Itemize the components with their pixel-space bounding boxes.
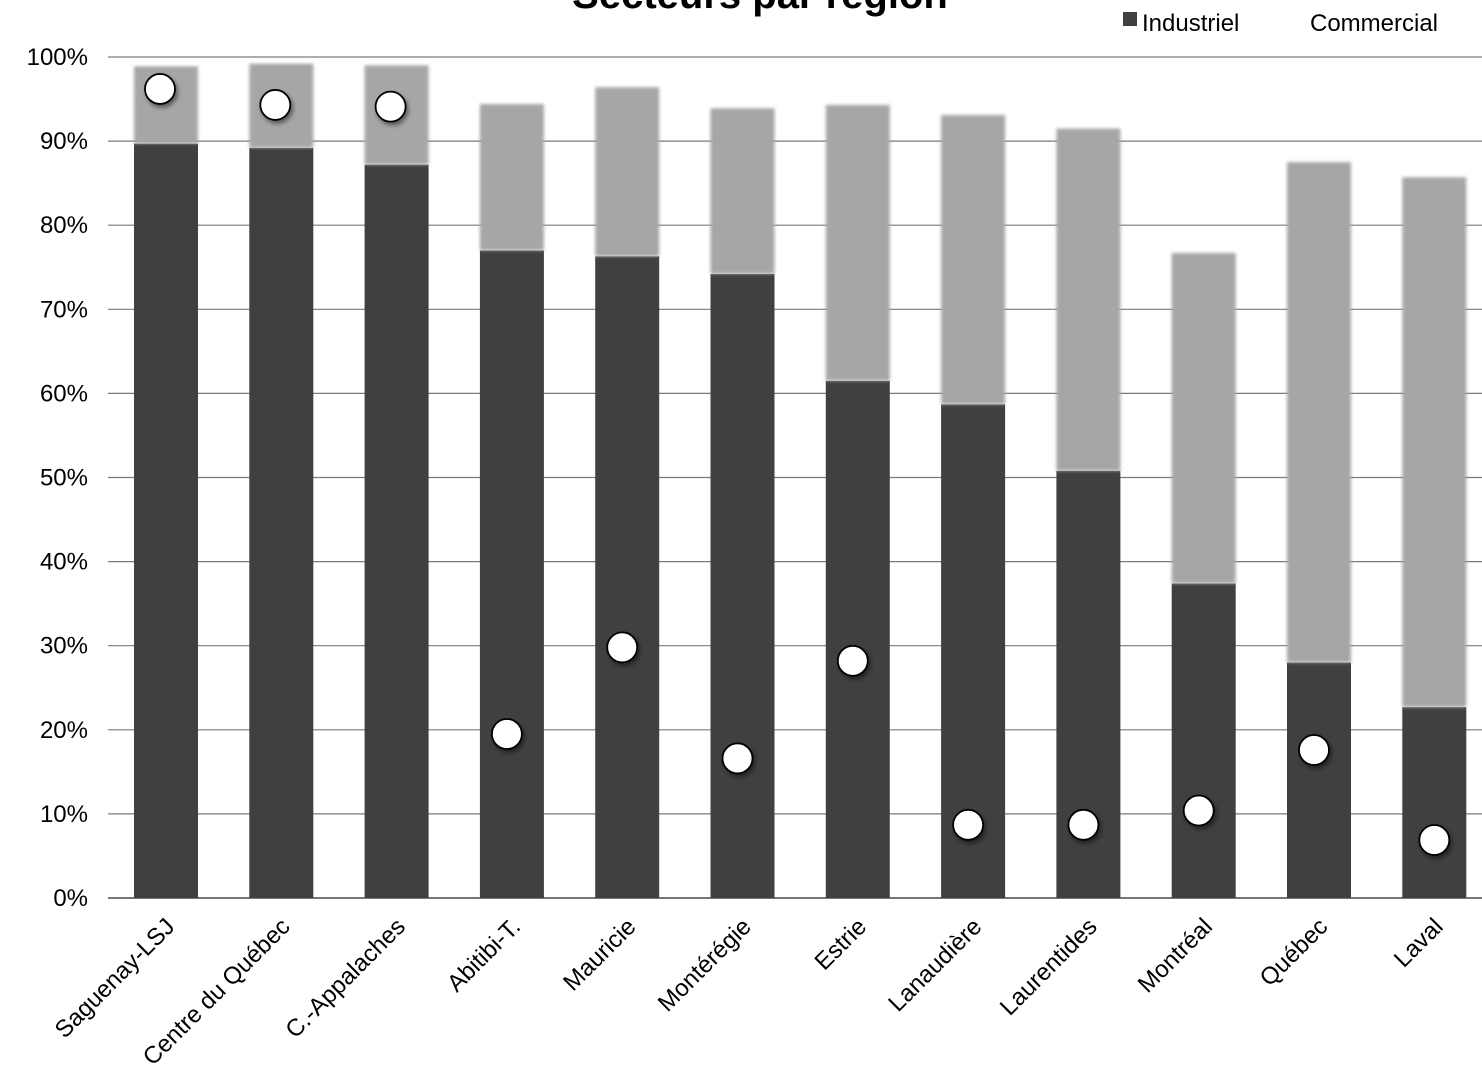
x-tick-label: Montréal: [1133, 913, 1218, 998]
bar-industriel: [710, 273, 775, 898]
bar-industriel: [825, 380, 890, 898]
bar-commercial: [1171, 252, 1236, 584]
bar-industriel: [249, 147, 314, 898]
bar-commercial: [710, 108, 775, 274]
bar-industriel: [1171, 583, 1236, 898]
marker-point: [606, 631, 639, 664]
legend: Industriel Commercial: [1123, 10, 1438, 37]
y-tick-label: 70%: [40, 296, 88, 323]
marker-point: [1298, 734, 1330, 766]
x-tick-label: Laval: [1389, 913, 1449, 973]
legend-label-commercial: Commercial: [1310, 10, 1438, 37]
bar-industriel: [595, 256, 660, 898]
marker-point: [952, 808, 984, 841]
bar-commercial: [479, 104, 544, 251]
chart-title: Secteurs par région: [572, 0, 948, 17]
marker-point: [490, 718, 523, 750]
x-tick-label: Québec: [1255, 913, 1334, 992]
x-tick-label: Saguenay-LSJ: [50, 913, 180, 1043]
bar-commercial: [1402, 177, 1467, 708]
bar-commercial: [825, 104, 890, 381]
x-tick-label: Abitibi-T.: [442, 913, 526, 997]
x-tick-label: Montérégie: [653, 913, 757, 1017]
x-tick-label: Mauricie: [558, 913, 641, 996]
marker-point: [836, 644, 869, 677]
markers: [144, 73, 1451, 856]
y-tick-label: 10%: [40, 801, 88, 828]
marker-point: [374, 90, 407, 123]
y-tick-label: 90%: [40, 128, 88, 155]
marker-point: [1067, 808, 1100, 841]
bar-industriel: [1402, 707, 1467, 898]
y-tick-label: 30%: [40, 633, 88, 660]
bar-industriel: [479, 250, 544, 898]
x-tick-label: Estrie: [810, 913, 872, 975]
marker-point: [259, 89, 292, 121]
marker-point: [144, 73, 176, 105]
legend-swatch-industriel: [1123, 12, 1137, 26]
bars: [134, 63, 1467, 899]
x-tick-label: Lanaudière: [883, 913, 987, 1017]
bar-industriel: [134, 143, 198, 899]
x-tick-label: Laurentides: [995, 913, 1103, 1021]
marker-point: [721, 742, 754, 775]
bar-commercial: [595, 87, 660, 257]
y-tick-label: 60%: [40, 380, 88, 407]
y-tick-label: 20%: [40, 717, 88, 744]
marker-point: [1182, 794, 1215, 827]
y-tick-label: 50%: [40, 465, 88, 492]
y-tick-label: 100%: [27, 44, 88, 71]
x-tick-label: C.-Appalaches: [280, 913, 410, 1043]
bar-commercial: [1056, 128, 1121, 471]
marker-point: [1418, 824, 1451, 856]
bar-commercial: [1287, 162, 1351, 663]
y-tick-label: 40%: [40, 549, 88, 576]
bar-industriel: [1287, 662, 1351, 898]
y-tick-label: 80%: [40, 212, 88, 239]
bar-commercial: [941, 115, 1006, 405]
y-axis-ticks: 0% 10% 20% 30% 40% 50% 60% 70% 80% 90% 100%: [27, 44, 88, 912]
y-tick-label: 0%: [53, 885, 88, 912]
legend-label-industriel: Industriel: [1142, 10, 1239, 37]
bar-industriel: [364, 164, 429, 898]
gridlines: [108, 56, 1482, 899]
